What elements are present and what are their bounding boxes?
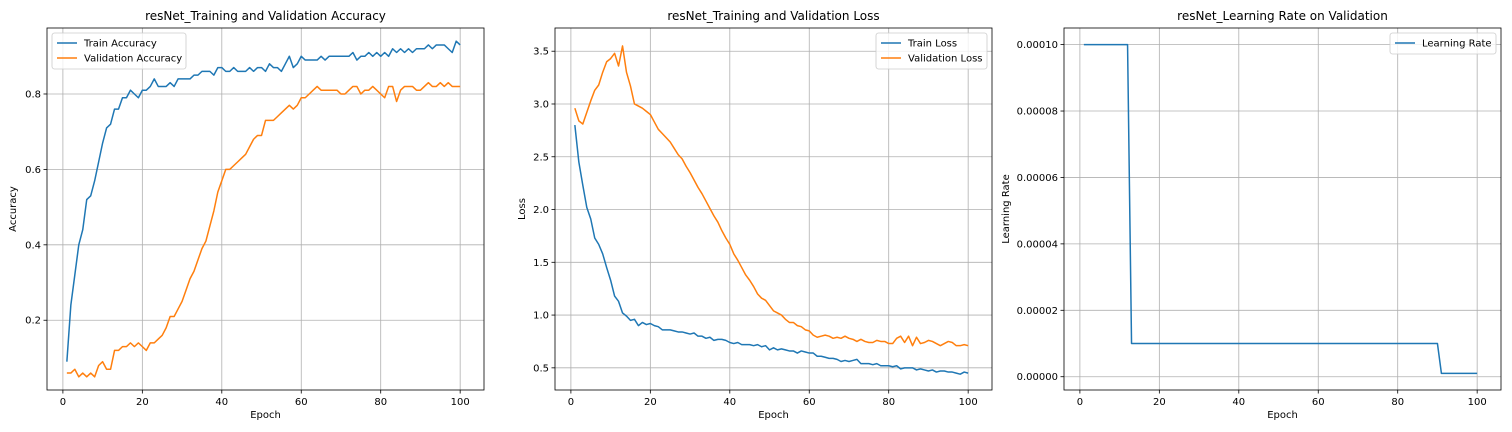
legend: Learning Rate — [1389, 32, 1497, 55]
x-tick-label: 60 — [803, 397, 816, 408]
y-tick-label: 0.00000 — [1017, 372, 1058, 383]
series-line-2 — [574, 45, 969, 347]
y-tick-label: 0.00010 — [1017, 40, 1058, 51]
x-tick-label: 100 — [451, 397, 470, 408]
legend-box — [51, 32, 187, 70]
legend: Train Loss Validation Loss — [875, 32, 988, 70]
x-tick-label: 0 — [1077, 397, 1083, 408]
y-tick-label: 3.0 — [533, 99, 549, 110]
y-tick-label: 0.00008 — [1017, 107, 1058, 118]
series-line-2 — [66, 81, 461, 378]
chart-1: 0 20 40 60 80 100 0.2 0.4 0.6 0.8 resNet_Training … — [8, 9, 485, 421]
legend-label: Learning Rate — [1422, 39, 1492, 50]
y-tick-label: 0.2 — [25, 316, 41, 327]
x-axis-label: Epoch — [250, 410, 281, 421]
y-tick-label: 1.0 — [533, 311, 549, 322]
series-line-1 — [1083, 43, 1478, 375]
x-tick-label: 40 — [1232, 397, 1245, 408]
series-line-1 — [574, 125, 969, 375]
legend-label: Validation Loss — [908, 54, 983, 65]
legend-label: Train Loss — [907, 39, 957, 50]
x-tick-label: 100 — [959, 397, 978, 408]
plot-frame — [1063, 27, 1502, 391]
y-tick-label: 0.5 — [533, 363, 549, 374]
x-axis-label: Epoch — [758, 410, 789, 421]
series-line-1 — [66, 40, 461, 362]
chart-title: resNet_Training and Validation Loss — [667, 9, 879, 23]
x-tick-label: 40 — [723, 397, 736, 408]
legend: Train Accuracy Validation Accuracy — [51, 32, 187, 70]
x-axis-label: Epoch — [1267, 410, 1298, 421]
x-tick-label: 0 — [60, 397, 66, 408]
x-tick-label: 80 — [1391, 397, 1404, 408]
x-tick-label: 0 — [568, 397, 574, 408]
y-axis-label: Learning Rate — [1001, 174, 1012, 244]
x-tick-label: 20 — [644, 397, 657, 408]
y-tick-label: 0.00004 — [1017, 239, 1058, 250]
x-tick-label: 20 — [136, 397, 149, 408]
y-tick-label: 0.00006 — [1017, 173, 1058, 184]
x-tick-label: 100 — [1468, 397, 1487, 408]
chart-title: resNet_Training and Validation Accuracy — [145, 9, 386, 23]
x-tick-label: 20 — [1153, 397, 1166, 408]
plot-frame — [554, 27, 993, 391]
y-tick-label: 2.5 — [533, 152, 549, 163]
chart-title: resNet_Learning Rate on Validation — [1177, 9, 1388, 23]
legend-label: Validation Accuracy — [84, 54, 182, 65]
x-tick-label: 40 — [215, 397, 228, 408]
legend-box — [875, 32, 988, 70]
y-tick-label: 0.4 — [25, 240, 41, 251]
y-tick-label: 3.5 — [533, 47, 549, 58]
y-axis-label: Loss — [517, 198, 528, 220]
y-tick-label: 1.5 — [533, 258, 549, 269]
y-tick-label: 0.8 — [25, 89, 41, 100]
y-tick-label: 2.0 — [533, 205, 549, 216]
y-tick-label: 0.00002 — [1017, 306, 1058, 317]
y-tick-label: 0.6 — [25, 165, 41, 176]
x-tick-label: 80 — [374, 397, 387, 408]
plot-frame — [46, 27, 485, 391]
x-tick-label: 60 — [295, 397, 308, 408]
chart-2: 0 20 40 60 80 100 0.5 1.0 1.5 2.0 2.5 3.0 3.5 resNet_… — [517, 9, 993, 421]
y-axis-label: Accuracy — [8, 186, 19, 232]
legend-box — [1389, 32, 1497, 55]
legend-label: Train Accuracy — [83, 39, 157, 50]
x-tick-label: 80 — [882, 397, 895, 408]
chart-3: 0 20 40 60 80 100 0.00000 0.00002 0.00004 0.00006… — [1001, 9, 1502, 421]
x-tick-label: 60 — [1312, 397, 1325, 408]
